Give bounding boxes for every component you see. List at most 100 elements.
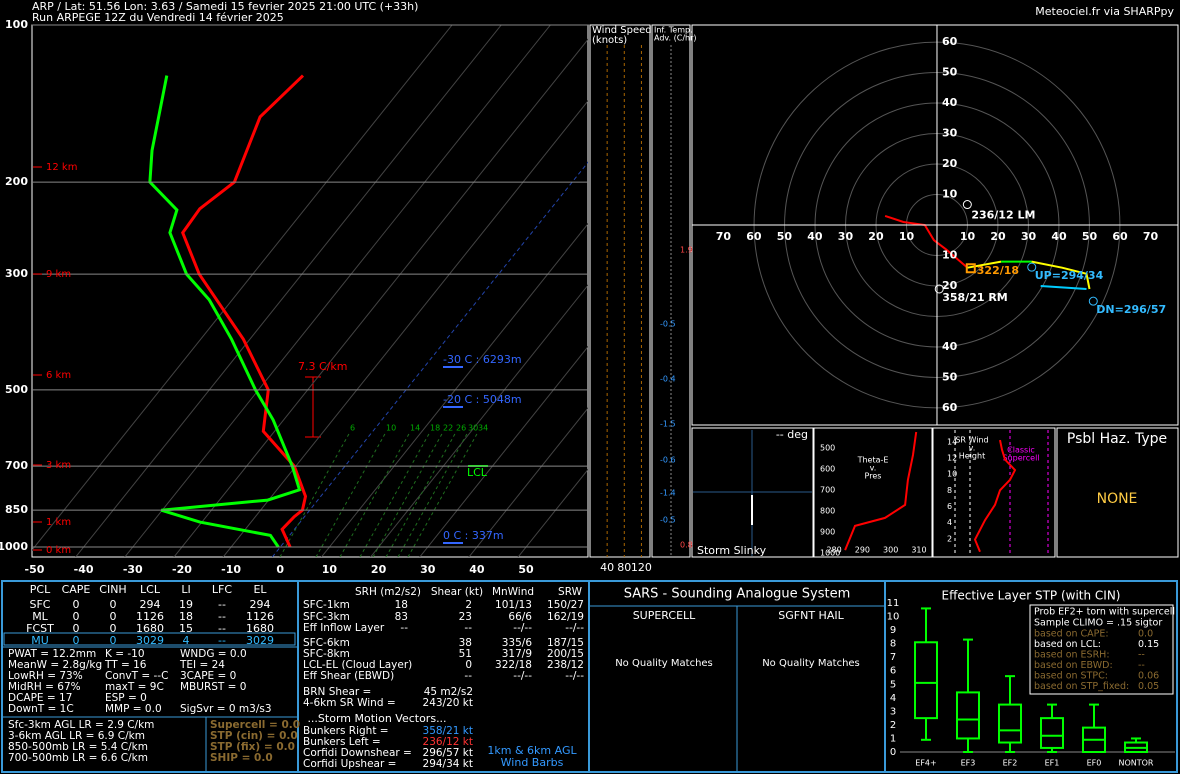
table-cell: 3029: [136, 634, 164, 647]
legend-label: based on LCL:: [1034, 639, 1101, 650]
table-cell: 322/18: [495, 659, 532, 671]
adv-label: -1.4: [660, 489, 676, 498]
index: LowRH = 73%: [8, 670, 83, 682]
y-tick-label: 300: [5, 267, 28, 280]
y-tick-label: 1000: [820, 549, 840, 558]
x-tick-label: 70: [1143, 230, 1159, 243]
table-header: Shear (kt): [431, 586, 483, 598]
table-header: LCL: [140, 583, 161, 596]
table-cell: 1680: [246, 622, 274, 635]
height-label: 0 km: [46, 545, 71, 556]
motion-label: 358/21 RM: [942, 291, 1008, 304]
srwind-trace: [973, 439, 1017, 553]
table-header: PCL: [30, 583, 51, 596]
x-tick-label: -50: [25, 563, 45, 576]
table-cell: 18: [179, 610, 193, 623]
stp-legend-frame: [1029, 604, 1174, 695]
table-cell: Eff Shear (EBWD): [303, 670, 394, 682]
kin-label: BRN Shear =: [303, 686, 371, 698]
y-tick-label: 10: [887, 612, 900, 623]
y-tick-label: 700: [5, 459, 28, 472]
table-cell: --: [464, 670, 472, 682]
adv-label: -0.5: [660, 516, 676, 525]
x-tick-label: EF1: [1045, 759, 1060, 768]
isotherm: [124, 25, 551, 557]
hodo-trace: [1031, 260, 1091, 290]
legend-value: 0.15: [1138, 639, 1159, 650]
legend-value: 0.0: [1138, 629, 1153, 640]
legend-value: --: [1138, 660, 1145, 671]
composite: STP (cin) = 0.0: [210, 730, 298, 742]
x-tick-label: -20: [172, 563, 192, 576]
sars-col: SUPERCELL: [633, 609, 696, 622]
table-header: CAPE: [62, 583, 91, 596]
x-tick-label: 40: [807, 230, 823, 243]
table-cell: 3029: [246, 634, 274, 647]
composite: STP (fix) = 0.0: [210, 741, 295, 753]
index: ConvT = --C: [105, 670, 168, 682]
kin-value: 243/20 kt: [423, 697, 473, 709]
mixing-label: 30: [468, 424, 478, 433]
table-cell: 0: [73, 610, 80, 623]
barbs-note: Wind Barbs: [501, 756, 564, 769]
isotherm: [173, 38, 588, 557]
wind-frame: [589, 24, 651, 558]
y-tick-label: 60: [942, 35, 958, 48]
y-tick-label: 20: [942, 279, 958, 292]
legend-label: based on STPC:: [1034, 671, 1108, 682]
panel-title: Pres: [865, 472, 882, 481]
y-tick-label: 2: [947, 534, 952, 543]
isotherm: [75, 25, 502, 557]
x-tick-label: 0: [276, 563, 284, 576]
x-tick-label: 20: [371, 563, 387, 576]
y-tick-label: 3: [890, 706, 896, 717]
table-cell: --: [464, 622, 472, 634]
motion-marker: [934, 284, 944, 294]
y-tick-label: 100: [5, 18, 28, 31]
thetae-trace: [844, 431, 918, 551]
isotherm: [468, 407, 588, 557]
y-tick-label: 200: [5, 175, 28, 188]
y-tick-label: 11: [887, 598, 900, 609]
adv-frame: [651, 24, 691, 558]
adv-label: 1.9: [680, 246, 693, 255]
sars-title: SARS - Sounding Analogue System: [624, 587, 851, 602]
isotherm: [271, 161, 588, 557]
index: MeanW = 2.8g/kg: [8, 659, 102, 671]
slinky-deg: -- deg: [776, 428, 808, 441]
annotation: 0 C : 337m: [443, 529, 504, 542]
y-tick-label: 14: [947, 437, 957, 446]
column-title: (knots): [592, 35, 627, 46]
y-tick-label: 500: [820, 443, 835, 452]
height-label: 3 km: [46, 460, 71, 471]
index: TT = 16: [104, 659, 147, 671]
x-tick-label: 280: [826, 546, 841, 555]
motion-marker: [1088, 296, 1098, 306]
table-cell: 1126: [246, 610, 274, 623]
adv-label: -1.5: [660, 420, 676, 429]
x-tick-label: 50: [777, 230, 793, 243]
index: MMP = 0.0: [105, 703, 162, 715]
table-cell: SFC-3km: [303, 611, 350, 623]
y-tick-label: 1000: [0, 540, 28, 553]
table-cell: --: [218, 634, 226, 647]
y-tick-label: 7: [890, 652, 896, 663]
table-cell: 238/12: [547, 659, 584, 671]
x-tick-label: 20: [868, 230, 884, 243]
table-cell: 0: [110, 598, 117, 611]
y-tick-label: 850: [5, 503, 28, 516]
table-cell: 162/19: [547, 611, 584, 623]
y-tick-label: 2: [890, 720, 896, 731]
index: SigSvr = 0 m3/s3: [180, 703, 272, 715]
legend-line: Prob EF2+ torn with supercell: [1034, 607, 1175, 618]
hodo-trace: [967, 260, 1002, 269]
motion-label: 322/18: [977, 264, 1019, 277]
legend-value: --: [1138, 650, 1145, 661]
box: [956, 691, 980, 740]
table-cell: 0: [465, 659, 472, 671]
table-cell: --/--: [513, 622, 532, 634]
motion-label: DN=296/57: [1096, 303, 1166, 316]
index: maxT = 9C: [105, 681, 164, 693]
mixing-label: 14: [410, 424, 420, 433]
box: [998, 703, 1022, 744]
